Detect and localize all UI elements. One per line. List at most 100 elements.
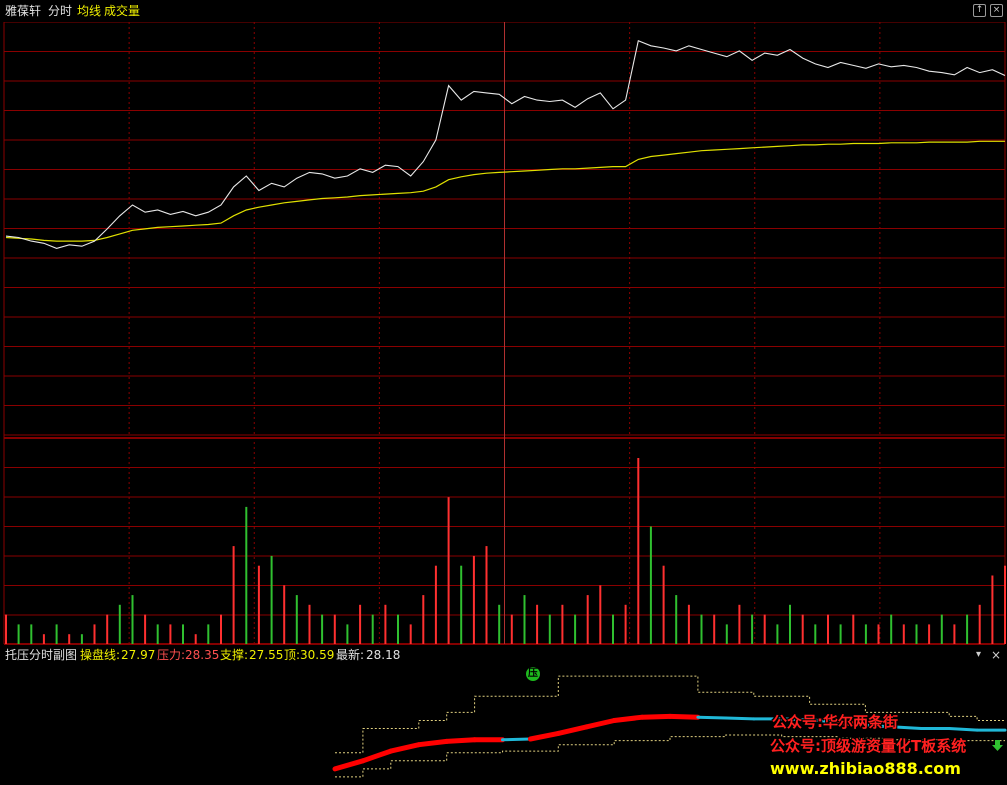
volume-bar xyxy=(890,614,893,644)
volume-bar xyxy=(371,614,374,644)
sub-panel-title[interactable]: 托压分时副图 xyxy=(5,648,78,662)
indicator-value: 27.55 xyxy=(249,648,284,662)
sub-panel-header: 托压分时副图 操盘线: 27.97 压力: 28.35 支撑: 27.55 顶:… xyxy=(0,646,1007,664)
volume-bar xyxy=(270,555,273,644)
close-icon[interactable]: × xyxy=(990,4,1003,17)
mode-label[interactable]: 分时 xyxy=(48,4,73,18)
volume-bar xyxy=(156,624,159,644)
volume-bar xyxy=(966,614,969,644)
indicator-label: 压力: xyxy=(157,648,186,662)
volume-bar xyxy=(763,614,766,644)
volume-bar xyxy=(485,546,488,644)
indicator-value: 28.35 xyxy=(185,648,220,662)
watermark-text: 公众号:顶级游资量化T板系统 xyxy=(770,737,967,755)
volume-bar xyxy=(409,624,412,644)
stock-name[interactable]: 雅葆轩 xyxy=(5,4,42,18)
volume-bar xyxy=(460,565,463,644)
volume-bar xyxy=(333,614,336,644)
volume-bar xyxy=(397,614,399,644)
volume-bar xyxy=(523,595,526,644)
volume-bar xyxy=(308,604,311,644)
volume-bar xyxy=(220,614,222,644)
volume-bar xyxy=(257,565,260,644)
volume-bar xyxy=(194,634,197,644)
watermark-text: 公众号:华尔两条街 xyxy=(772,713,898,731)
volume-bar xyxy=(447,497,450,644)
volume-bar xyxy=(586,595,589,644)
volume-bar xyxy=(751,614,754,644)
indicator-value: 27.97 xyxy=(121,648,156,662)
volume-bar xyxy=(93,624,96,644)
volume-bar xyxy=(131,595,134,644)
volume-bar xyxy=(346,624,349,644)
volume-bar xyxy=(915,624,918,644)
avg-line-label: 均线 xyxy=(77,4,102,18)
volume-bar xyxy=(422,595,425,644)
volume-bar xyxy=(1004,565,1006,644)
volume-label: 成交量 xyxy=(104,4,141,18)
volume-bar xyxy=(574,614,577,644)
avg-price-line xyxy=(5,140,1005,242)
volume-bar xyxy=(877,624,880,644)
volume-bar xyxy=(864,624,867,644)
volume-bar xyxy=(30,624,33,644)
chart-header: 雅葆轩 分时 均线 成交量 ↑ × xyxy=(0,0,1007,22)
volume-bar xyxy=(295,595,298,644)
volume-bars xyxy=(5,458,1006,644)
volume-bar xyxy=(612,614,614,644)
volume-bar xyxy=(359,604,362,644)
indicator-label: 最新: xyxy=(336,648,365,662)
volume-bar xyxy=(624,604,627,644)
indicator-label: 支撑: xyxy=(220,648,249,662)
volume-bar xyxy=(245,506,248,644)
volume-bar xyxy=(434,565,437,644)
volume-bar xyxy=(561,604,564,644)
volume-bar xyxy=(776,624,779,644)
volume-bar xyxy=(17,624,20,644)
volume-bar xyxy=(80,634,83,644)
indicator-label: 操盘线: xyxy=(80,648,121,662)
volume-bar xyxy=(700,614,703,644)
volume-bar xyxy=(144,614,147,644)
chevron-down-icon[interactable]: ▾ xyxy=(976,649,982,660)
volume-bar xyxy=(852,614,855,644)
volume-bar xyxy=(55,624,58,644)
volume-bar xyxy=(510,614,513,644)
volume-bar xyxy=(649,526,652,644)
volume-bar xyxy=(169,624,172,644)
volume-bar xyxy=(472,555,475,644)
volume-bar xyxy=(207,624,210,644)
volume-bar xyxy=(106,614,109,644)
volume-bar xyxy=(928,624,931,644)
indicator-value: 30.59 xyxy=(300,648,335,662)
volume-bar xyxy=(687,604,690,644)
volume-bar xyxy=(991,575,994,644)
volume-bar xyxy=(321,614,324,644)
volume-bar xyxy=(384,604,387,644)
volume-bar xyxy=(637,458,640,644)
volume-bar xyxy=(675,595,678,644)
volume-bar xyxy=(599,585,602,644)
close-icon[interactable]: × xyxy=(991,648,1002,662)
indicator-value: 28.18 xyxy=(366,648,401,662)
price-line xyxy=(5,40,1006,249)
volume-bar xyxy=(713,614,716,644)
volume-bar xyxy=(953,624,956,644)
volume-bar xyxy=(902,624,905,644)
volume-bar xyxy=(283,585,286,644)
expand-up-icon[interactable]: ↑ xyxy=(973,4,986,17)
volume-bar xyxy=(801,614,804,644)
volume-bar xyxy=(232,546,235,644)
volume-bar xyxy=(978,604,981,644)
volume-bar xyxy=(814,624,817,644)
volume-bar xyxy=(68,634,71,644)
volume-bar xyxy=(662,565,665,644)
volume-bar xyxy=(839,624,842,644)
indicator-label: 顶: xyxy=(284,648,301,662)
volume-bar xyxy=(118,604,121,644)
volume-bar xyxy=(536,604,539,644)
volume-bar xyxy=(827,614,829,644)
volume-bar xyxy=(42,634,45,644)
volume-bar xyxy=(498,604,501,644)
